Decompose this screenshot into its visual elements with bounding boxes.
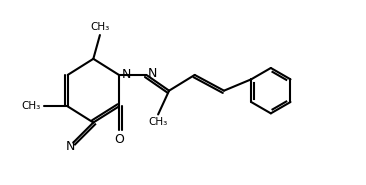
Text: CH₃: CH₃ <box>149 117 168 127</box>
Text: CH₃: CH₃ <box>22 101 41 111</box>
Text: N: N <box>147 67 157 80</box>
Text: O: O <box>114 133 124 146</box>
Text: N: N <box>66 140 75 153</box>
Text: N: N <box>122 68 131 81</box>
Text: CH₃: CH₃ <box>90 22 109 33</box>
